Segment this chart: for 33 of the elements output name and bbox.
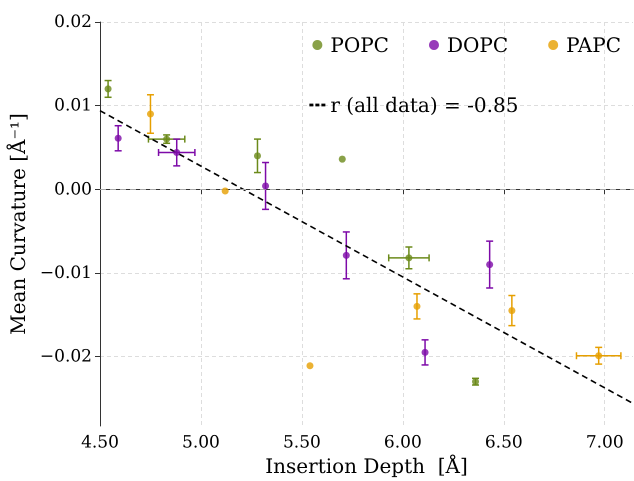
y-tick-label: −0.02 <box>40 346 92 367</box>
x-axis-title: Insertion Depth [Å] <box>265 454 468 478</box>
point <box>146 110 154 118</box>
point <box>405 254 412 262</box>
point <box>422 348 429 356</box>
x-tick-label: 7.00 <box>586 432 624 452</box>
legend-label: r (all data) = -0.85 <box>330 93 518 117</box>
x-tick-label: 4.50 <box>81 432 119 452</box>
legend-label: POPC <box>330 33 389 57</box>
point <box>508 307 516 314</box>
point <box>222 187 229 194</box>
point <box>104 85 112 92</box>
x-tick-label: 5.00 <box>182 432 220 452</box>
point <box>262 182 270 190</box>
point <box>306 362 314 370</box>
point <box>173 148 180 156</box>
point <box>595 352 602 360</box>
point <box>254 152 261 160</box>
x-tick-label: 6.00 <box>384 432 422 452</box>
y-tick-label: 0.01 <box>54 96 92 116</box>
legend-label: PAPC <box>566 33 622 57</box>
point <box>342 252 350 259</box>
x-tick-label: 6.50 <box>484 432 523 452</box>
y-axis-title: Mean Curvature [Å⁻¹] <box>6 113 30 335</box>
y-tick-label: 0.00 <box>54 179 92 200</box>
point <box>486 261 494 268</box>
x-tick-label: 5.50 <box>282 432 321 452</box>
point <box>338 156 346 163</box>
y-tick-label: 0.02 <box>54 12 92 32</box>
point <box>114 134 122 142</box>
legend-label: DOPC <box>446 33 508 57</box>
point <box>413 302 420 310</box>
y-tick-label: −0.01 <box>40 262 92 283</box>
